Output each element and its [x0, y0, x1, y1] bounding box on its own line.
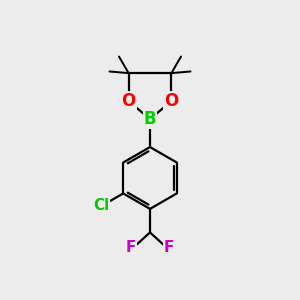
- Text: F: F: [126, 240, 136, 255]
- Text: B: B: [144, 110, 156, 128]
- Text: O: O: [122, 92, 136, 110]
- Text: O: O: [164, 92, 178, 110]
- Text: Cl: Cl: [93, 198, 110, 213]
- Text: F: F: [164, 240, 174, 255]
